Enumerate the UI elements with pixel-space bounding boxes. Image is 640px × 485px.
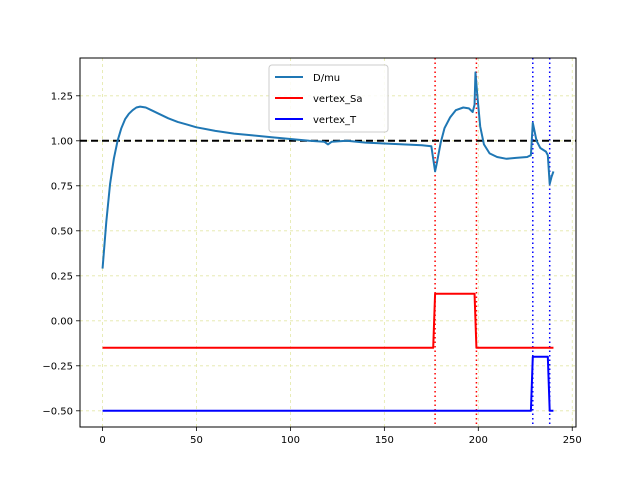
x-tick-label: 0 [99, 435, 105, 446]
y-tick-label: 0.25 [51, 271, 73, 282]
x-tick-label: 250 [563, 435, 582, 446]
y-tick-label: 0.00 [51, 316, 73, 327]
x-tick-label: 150 [375, 435, 394, 446]
y-tick-label: 0.75 [51, 181, 73, 192]
legend-box [268, 64, 389, 133]
y-tick-label: 1.00 [51, 136, 73, 147]
legend-label: vertex_T [313, 115, 357, 126]
y-tick-label: 1.25 [51, 91, 73, 102]
x-tick-label: 100 [281, 435, 300, 446]
axis-layer: 0 50 100 150 200 250 −0.50 −0.25 0.00 0.25 0.50 0.7… [42, 91, 581, 446]
series-line-d-mu [101, 71, 555, 269]
legend-label: vertex_Sa [313, 94, 362, 105]
plot-frame [79, 57, 577, 428]
x-tick-label: 200 [469, 435, 488, 446]
series-layer [101, 71, 555, 412]
y-tick-label: −0.50 [42, 406, 73, 417]
series-line-vertex-sa [102, 292, 554, 349]
legend-label: D/mu [313, 73, 340, 84]
legend: D/mu vertex_Sa vertex_T [268, 64, 389, 133]
y-tick-label: 0.50 [51, 226, 73, 237]
series-line-vertex-t [102, 355, 554, 412]
y-tick-label: −0.25 [42, 361, 73, 372]
x-tick-label: 50 [190, 435, 203, 446]
